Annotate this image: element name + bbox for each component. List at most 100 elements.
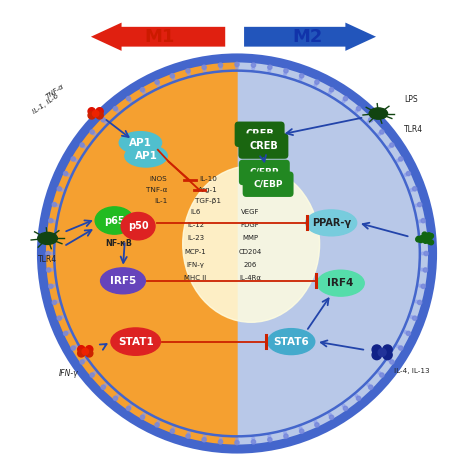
Circle shape	[113, 107, 118, 111]
Circle shape	[78, 350, 85, 357]
Circle shape	[299, 427, 302, 429]
Circle shape	[219, 440, 223, 444]
Circle shape	[369, 118, 373, 122]
Circle shape	[315, 423, 319, 427]
Circle shape	[127, 97, 131, 100]
Circle shape	[343, 406, 347, 410]
Circle shape	[372, 345, 382, 354]
Circle shape	[423, 238, 428, 243]
Text: M2: M2	[292, 28, 323, 46]
Text: AP1: AP1	[135, 151, 157, 161]
Circle shape	[53, 284, 55, 287]
FancyArrow shape	[244, 23, 376, 51]
Circle shape	[88, 108, 95, 115]
Text: IL-4Rα: IL-4Rα	[239, 275, 261, 281]
Circle shape	[49, 284, 53, 289]
Circle shape	[104, 121, 107, 124]
Circle shape	[113, 396, 118, 401]
Text: CREB: CREB	[245, 129, 274, 139]
Circle shape	[155, 423, 159, 427]
Circle shape	[356, 107, 361, 111]
Circle shape	[390, 143, 394, 147]
Circle shape	[186, 69, 190, 73]
Circle shape	[399, 346, 403, 350]
Circle shape	[219, 67, 222, 70]
Circle shape	[75, 159, 78, 162]
Circle shape	[390, 360, 394, 364]
Circle shape	[283, 73, 286, 75]
Circle shape	[421, 284, 425, 289]
Text: IFN-γ: IFN-γ	[58, 369, 78, 378]
Text: AP1: AP1	[129, 138, 152, 148]
Ellipse shape	[121, 212, 155, 240]
Circle shape	[410, 316, 413, 319]
Circle shape	[428, 234, 432, 239]
Circle shape	[369, 385, 373, 389]
Ellipse shape	[306, 210, 357, 236]
Circle shape	[88, 112, 95, 119]
Circle shape	[235, 62, 239, 66]
Circle shape	[82, 348, 89, 355]
Circle shape	[57, 316, 62, 320]
Circle shape	[46, 251, 50, 255]
Circle shape	[41, 58, 433, 449]
Circle shape	[104, 383, 107, 386]
Circle shape	[283, 431, 286, 434]
Circle shape	[93, 133, 96, 136]
Circle shape	[416, 237, 420, 242]
Text: 206: 206	[244, 262, 257, 268]
Ellipse shape	[125, 145, 167, 167]
Circle shape	[251, 440, 255, 444]
Circle shape	[170, 73, 174, 78]
Text: CD204: CD204	[238, 248, 262, 255]
Circle shape	[378, 372, 381, 374]
Circle shape	[219, 437, 222, 440]
Text: Arg-1: Arg-1	[198, 187, 218, 193]
Circle shape	[127, 406, 131, 410]
Text: VEGF: VEGF	[241, 209, 259, 215]
Text: M1: M1	[144, 28, 174, 46]
Text: IL-23: IL-23	[187, 236, 204, 241]
Circle shape	[329, 415, 334, 419]
Text: MCP-1: MCP-1	[185, 248, 206, 255]
Circle shape	[410, 189, 413, 191]
Circle shape	[356, 396, 361, 401]
Circle shape	[172, 427, 175, 429]
Circle shape	[422, 232, 427, 237]
Ellipse shape	[95, 207, 134, 234]
Circle shape	[83, 359, 86, 362]
Circle shape	[300, 429, 304, 433]
Circle shape	[129, 404, 132, 407]
Ellipse shape	[369, 108, 388, 119]
Circle shape	[416, 237, 421, 241]
Circle shape	[284, 434, 288, 438]
Circle shape	[300, 73, 304, 78]
Circle shape	[75, 345, 78, 348]
Circle shape	[419, 238, 423, 243]
Text: IL-1, IL-6: IL-1, IL-6	[31, 92, 59, 115]
Circle shape	[251, 63, 255, 67]
Circle shape	[170, 429, 174, 433]
Circle shape	[50, 252, 53, 255]
Circle shape	[219, 63, 223, 67]
Circle shape	[419, 284, 421, 287]
Text: TNF-α: TNF-α	[46, 82, 66, 100]
Circle shape	[427, 239, 432, 244]
Circle shape	[355, 394, 358, 397]
Circle shape	[186, 434, 190, 438]
Text: p65: p65	[104, 216, 125, 226]
Circle shape	[423, 268, 428, 272]
FancyBboxPatch shape	[243, 172, 293, 197]
Circle shape	[367, 121, 370, 124]
Ellipse shape	[182, 166, 319, 322]
Circle shape	[56, 300, 59, 303]
Circle shape	[355, 110, 358, 113]
Text: TNF-α: TNF-α	[146, 187, 167, 193]
Circle shape	[80, 360, 84, 364]
Circle shape	[418, 301, 422, 305]
Circle shape	[140, 88, 145, 92]
Circle shape	[202, 65, 206, 69]
Circle shape	[420, 268, 423, 271]
Circle shape	[155, 80, 159, 84]
Circle shape	[157, 420, 160, 423]
